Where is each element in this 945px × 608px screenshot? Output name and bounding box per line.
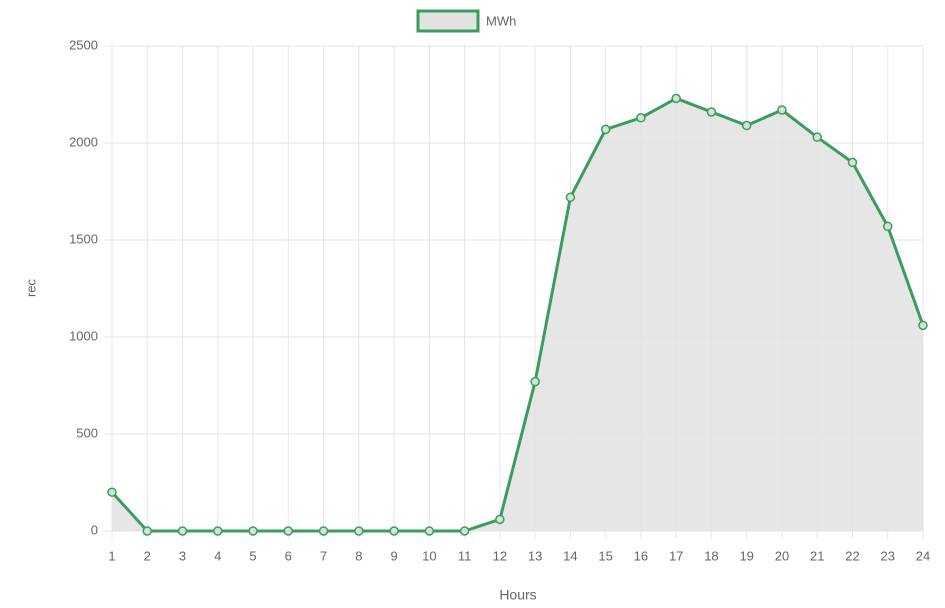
x-tick-label: 1 xyxy=(108,548,115,563)
point xyxy=(354,526,364,536)
point xyxy=(177,526,188,536)
point xyxy=(283,526,294,536)
point xyxy=(812,132,822,142)
x-tick-label: 4 xyxy=(214,548,221,563)
x-tick-label: 17 xyxy=(669,548,683,563)
x-tick-label: 13 xyxy=(528,548,542,563)
point xyxy=(213,526,223,536)
point xyxy=(530,376,540,387)
point xyxy=(600,124,611,135)
point xyxy=(389,526,399,536)
y-tick-label: 2500 xyxy=(69,37,98,52)
y-tick-label: 2000 xyxy=(69,134,98,149)
x-tick-label: 20 xyxy=(775,548,789,563)
x-tick-label: 11 xyxy=(458,548,472,563)
legend-swatch xyxy=(416,9,480,33)
y-tick-label: 1000 xyxy=(69,328,98,343)
x-tick-label: 2 xyxy=(144,548,151,563)
x-tick-label: 16 xyxy=(634,548,648,563)
point xyxy=(565,192,576,203)
y-axis-title: rec xyxy=(23,278,38,297)
x-tick-label: 9 xyxy=(390,548,397,563)
point xyxy=(248,526,258,536)
point xyxy=(882,221,893,232)
point xyxy=(706,107,717,117)
point xyxy=(847,157,858,168)
x-tick-label: 24 xyxy=(916,548,930,563)
point xyxy=(107,487,117,497)
x-tick-label: 12 xyxy=(493,548,507,563)
point xyxy=(318,526,329,536)
x-tick-label: 23 xyxy=(881,548,895,563)
x-tick-label: 7 xyxy=(320,548,327,563)
point xyxy=(741,120,752,131)
point xyxy=(142,526,153,536)
legend-label: MWh xyxy=(486,13,516,28)
point xyxy=(918,320,928,331)
x-tick-label: 5 xyxy=(249,548,256,563)
y-tick-label: 0 xyxy=(91,522,98,537)
x-tick-label: 6 xyxy=(285,548,292,563)
point xyxy=(424,526,435,536)
x-tick-label: 21 xyxy=(810,548,824,563)
point xyxy=(777,105,787,115)
y-tick-label: 1500 xyxy=(69,231,98,246)
x-axis-title: Hours xyxy=(499,587,536,603)
x-tick-label: 19 xyxy=(739,548,753,563)
line xyxy=(110,96,925,533)
x-tick-label: 18 xyxy=(704,548,718,563)
x-tick-label: 22 xyxy=(845,548,859,563)
y-tick-label: 500 xyxy=(76,425,98,440)
point xyxy=(459,526,470,536)
point xyxy=(636,113,646,123)
x-tick-label: 3 xyxy=(179,548,186,563)
point xyxy=(671,93,681,104)
x-tick-label: 10 xyxy=(422,548,436,563)
x-tick-label: 15 xyxy=(598,548,612,563)
x-tick-label: 14 xyxy=(563,548,577,563)
point xyxy=(495,514,505,525)
x-tick-label: 8 xyxy=(355,548,362,563)
area xyxy=(112,98,923,531)
